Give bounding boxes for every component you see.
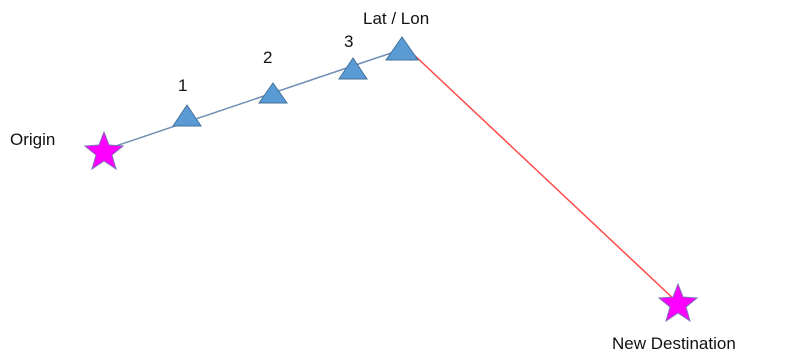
new-route-line: [411, 52, 679, 304]
waypoint-3-triangle-icon: [338, 57, 368, 80]
waypoint-2-triangle-icon: [258, 82, 288, 104]
waypoint-1-triangle-icon: [172, 104, 202, 127]
waypoint-1-label: 1: [178, 76, 188, 95]
origin-label: Origin: [10, 130, 56, 149]
current-position-triangle-icon: [385, 36, 419, 61]
waypoint-2-label: 2: [263, 48, 273, 67]
destination-star-icon: [657, 282, 699, 323]
destination-label: New Destination: [612, 334, 736, 353]
waypoint-3-label: 3: [344, 32, 354, 51]
current-position-label: Lat / Lon: [363, 9, 430, 28]
origin-star-icon: [83, 130, 125, 171]
